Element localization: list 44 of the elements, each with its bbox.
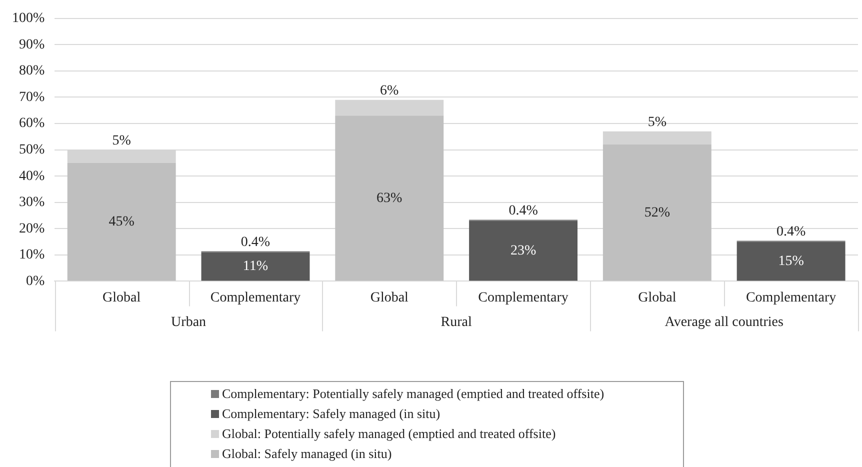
data-label: 5% bbox=[648, 115, 667, 130]
data-label: 15% bbox=[778, 254, 804, 269]
data-label: 23% bbox=[510, 243, 536, 258]
y-tick-label: 10% bbox=[18, 248, 45, 263]
x-tick-label: Complementary bbox=[746, 290, 836, 306]
text: Urban bbox=[171, 314, 206, 330]
data-label: 45% bbox=[108, 214, 135, 230]
data-label: 0.4% bbox=[240, 234, 270, 250]
data-label: 11% bbox=[242, 259, 268, 274]
x-tick-label: Global bbox=[370, 290, 409, 306]
bar bbox=[335, 116, 444, 281]
text: Average all countries bbox=[664, 314, 784, 330]
data-label: 52% bbox=[644, 205, 670, 220]
bar bbox=[469, 220, 578, 281]
data-label: 0.4% bbox=[508, 203, 538, 218]
data-label: 6% bbox=[380, 84, 400, 99]
data-label: 63% bbox=[376, 190, 403, 206]
y-tick-label: 100% bbox=[12, 11, 45, 26]
data-label: 5% bbox=[112, 133, 132, 148]
legend-label: Complementary: Potentially safely managed (emptied and treated offsite) bbox=[222, 386, 604, 401]
y-tick-label: 30% bbox=[18, 195, 45, 210]
text: Rural bbox=[440, 314, 472, 330]
legend-label: Global: Safely managed (in situ) bbox=[222, 446, 392, 461]
y-tick-label: 0% bbox=[26, 274, 45, 289]
y-tick-label: 70% bbox=[18, 90, 45, 105]
legend-label: Global: Potentially safely managed (emptied and treated offsite) bbox=[222, 426, 556, 441]
bar bbox=[602, 144, 712, 281]
bar bbox=[335, 100, 444, 116]
bar bbox=[602, 131, 712, 145]
legend-label: Complementary: Safely managed (in situ) bbox=[222, 406, 440, 421]
y-tick-label: 80% bbox=[18, 64, 45, 79]
x-tick-label: Global bbox=[102, 290, 141, 306]
y-tick-label: 40% bbox=[18, 168, 45, 184]
y-tick-label: 60% bbox=[18, 116, 45, 132]
y-tick-label: 50% bbox=[18, 142, 45, 158]
data-label: 0.4% bbox=[776, 224, 806, 240]
bar bbox=[67, 162, 176, 281]
bar bbox=[736, 242, 846, 281]
y-tick-label: 90% bbox=[18, 37, 45, 52]
x-tick-label: Global bbox=[638, 290, 676, 306]
y-tick-label: 20% bbox=[18, 221, 45, 236]
x-tick-label: Complementary bbox=[478, 290, 568, 306]
bar bbox=[201, 252, 310, 281]
x-tick-label: Complementary bbox=[210, 290, 301, 306]
